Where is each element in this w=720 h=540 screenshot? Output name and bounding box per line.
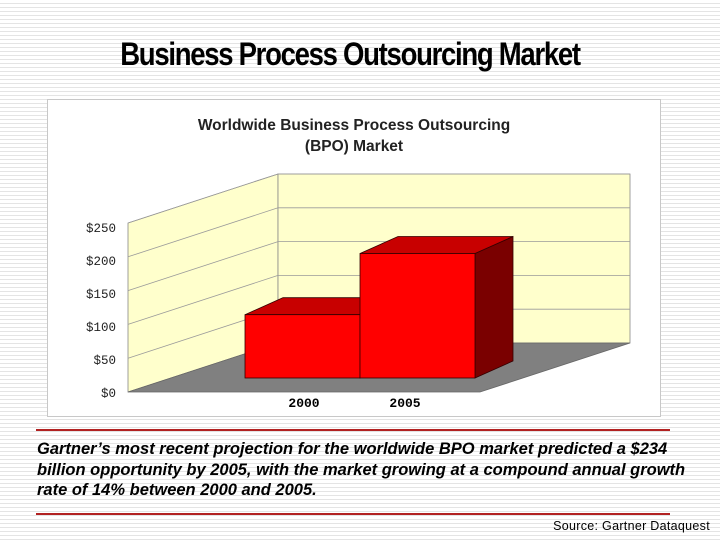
bar-2005 [359, 235, 514, 379]
bpo-market-chart: Worldwide Business Process Outsourcing (… [86, 117, 631, 411]
chart-title-line-2: (BPO) Market [305, 138, 403, 155]
y-tick-0: $0 [101, 387, 116, 401]
y-tick-250: $250 [86, 222, 116, 236]
chart-panel: Worldwide Business Process Outsourcing (… [47, 99, 661, 417]
bar-front-2005 [359, 253, 476, 379]
caption-top-rule [36, 429, 670, 431]
x-category-2005: 2005 [389, 396, 420, 411]
caption-text: Gartner’s most recent projection for the… [37, 440, 686, 499]
chart-title-line-1: Worldwide Business Process Outsourcing [198, 117, 510, 134]
bar-front-2000 [244, 314, 361, 379]
x-category-2000: 2000 [288, 396, 319, 411]
gridline-250 [127, 173, 630, 224]
y-tick-200: $200 [86, 255, 116, 269]
y-tick-50: $50 [93, 354, 116, 368]
gridline-200 [127, 207, 630, 258]
y-tick-100: $100 [86, 321, 116, 335]
caption-bottom-rule [36, 513, 670, 515]
bar-side-2005 [474, 235, 514, 379]
slide-title: Business Process Outsourcing Market [120, 36, 581, 72]
y-tick-150: $150 [86, 288, 116, 302]
chart-bars [244, 235, 514, 379]
source-note: Source: Gartner Dataquest [553, 519, 710, 533]
